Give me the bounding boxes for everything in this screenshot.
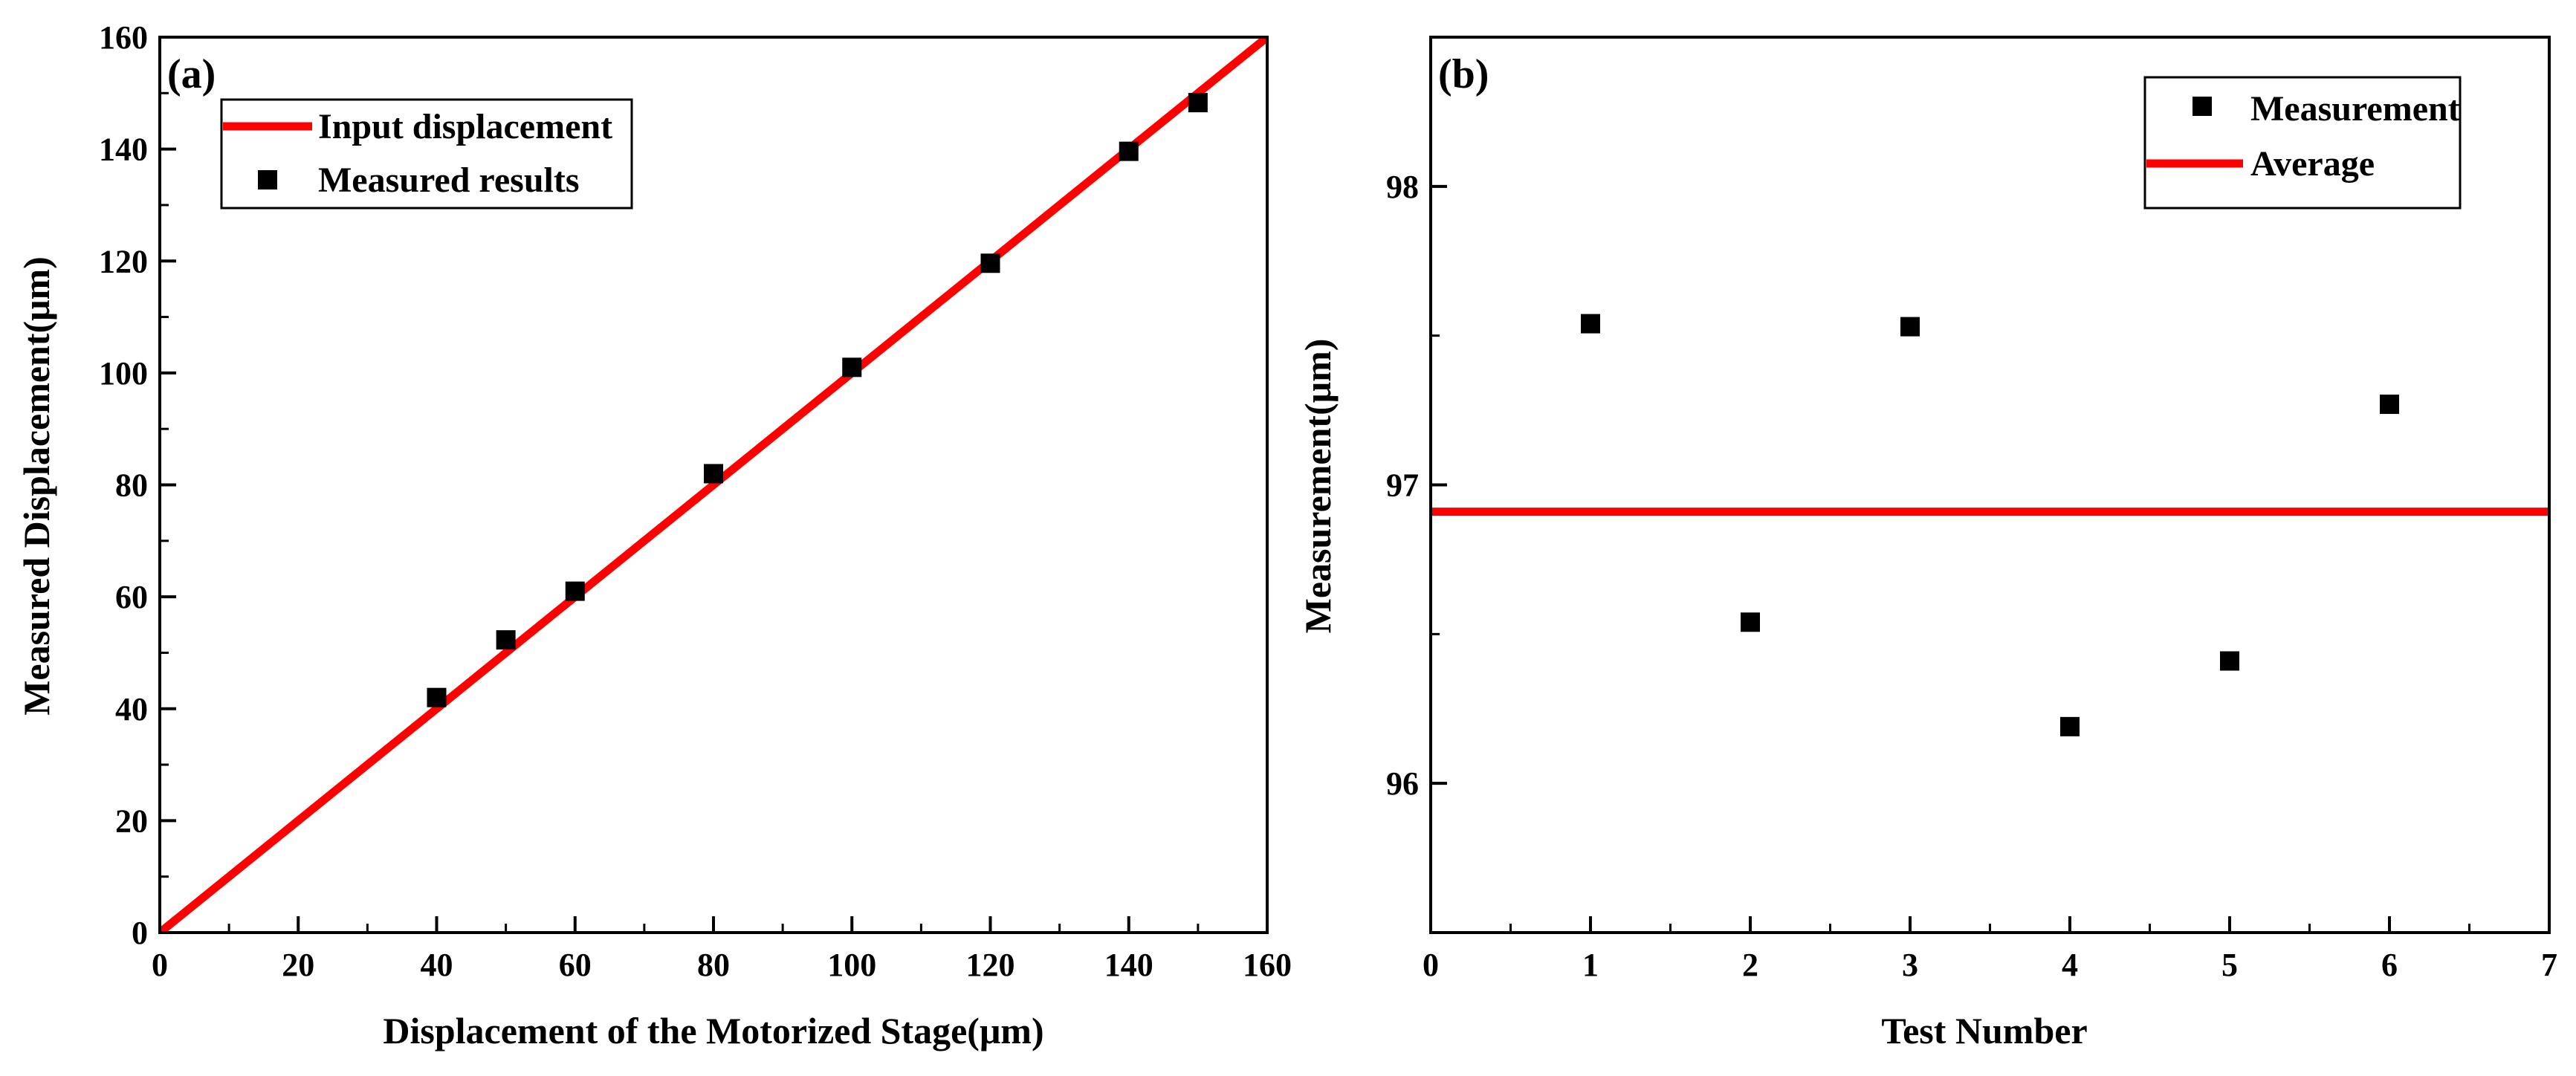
y-tick-label: 160 xyxy=(99,19,148,56)
x-axis-title-b: Test Number xyxy=(1881,1010,2087,1051)
data-point xyxy=(1119,141,1139,161)
legend-label-measured-results: Measured results xyxy=(318,161,580,200)
chart-panel-a: 0 20 40 60 80 100 120 140 160 0 20 40 60 80 100 120 140 1… xyxy=(16,19,1292,1051)
y-tick-label: 40 xyxy=(115,691,148,727)
y-tick-label: 20 xyxy=(115,803,148,839)
data-point xyxy=(2220,651,2239,671)
x-tick-label: 3 xyxy=(1902,947,1918,983)
legend-marker-swatch xyxy=(2192,97,2212,116)
data-point xyxy=(1900,317,1920,337)
data-point xyxy=(980,253,1000,273)
x-tick-label: 160 xyxy=(1243,947,1292,983)
data-point xyxy=(704,464,723,484)
data-point xyxy=(2060,716,2080,736)
x-tick-label: 140 xyxy=(1104,947,1153,983)
x-tick-label: 20 xyxy=(282,947,314,983)
x-tick-label: 80 xyxy=(697,947,730,983)
y-tick-label: 120 xyxy=(99,243,148,279)
data-point xyxy=(2380,395,2399,415)
y-tick-label: 97 xyxy=(1386,467,1419,504)
legend-box-a xyxy=(220,98,633,210)
plot-area-b xyxy=(1431,314,2549,736)
chart-panel-b: 0 1 2 3 4 5 6 7 96 97 98 (b) Measurement Average T… xyxy=(1297,36,2557,1051)
axes-b xyxy=(1429,36,2551,934)
x-tick-label: 0 xyxy=(1423,947,1439,983)
series-group xyxy=(160,37,1267,933)
data-point xyxy=(1188,93,1208,113)
y-tick-label: 96 xyxy=(1386,765,1419,802)
y-tick-label: 80 xyxy=(115,467,148,504)
tick-labels-a: 0 20 40 60 80 100 120 140 160 0 20 40 60 80 100 120 140 1… xyxy=(99,19,1292,983)
data-point xyxy=(1741,612,1760,632)
x-tick-label: 6 xyxy=(2381,947,2398,983)
x-tick-label: 40 xyxy=(421,947,453,983)
y-tick-label: 0 xyxy=(132,915,148,951)
y-tick-label: 60 xyxy=(115,579,148,615)
x-tick-label: 60 xyxy=(559,947,592,983)
x-tick-label: 5 xyxy=(2221,947,2238,983)
y-tick-label: 140 xyxy=(99,132,148,168)
tick-labels-b: 0 1 2 3 4 5 6 7 96 97 98 xyxy=(1386,169,2557,983)
x-tick-label: 7 xyxy=(2541,947,2557,983)
x-tick-label: 100 xyxy=(827,947,876,983)
y-tick-label: 100 xyxy=(99,355,148,392)
x-tick-label: 4 xyxy=(2062,947,2078,983)
x-tick-label: 1 xyxy=(1582,947,1599,983)
data-point xyxy=(565,581,585,601)
legend-label-input-displacement: Input displacement xyxy=(318,107,612,146)
plot-area-a xyxy=(160,37,1267,933)
legend-label-measurement: Measurement xyxy=(2250,89,2460,129)
x-tick-label: 0 xyxy=(152,947,168,983)
legend-marker-swatch xyxy=(258,170,277,189)
series-line-input-displacement xyxy=(160,37,1267,933)
y-tick-label: 98 xyxy=(1386,169,1419,205)
x-tick-label: 2 xyxy=(1742,947,1758,983)
legend-b: Measurement Average xyxy=(2143,76,2462,210)
y-axis-title-b: Measurement(μm) xyxy=(1297,339,1339,634)
panel-label-b: (b) xyxy=(1438,51,1489,97)
axes-a xyxy=(158,36,1269,934)
data-point xyxy=(842,357,862,377)
legend-a: Input displacement Measured results xyxy=(220,98,633,210)
legend-label-average: Average xyxy=(2250,144,2375,184)
panel-label-a: (a) xyxy=(167,51,216,97)
data-point xyxy=(427,687,447,707)
x-tick-label: 120 xyxy=(966,947,1015,983)
y-axis-title-a: Measured Displacement(μm) xyxy=(16,256,57,716)
data-point xyxy=(1581,314,1600,334)
x-axis-title-a: Displacement of the Motorized Stage(μm) xyxy=(383,1010,1043,1051)
data-point xyxy=(496,630,516,650)
